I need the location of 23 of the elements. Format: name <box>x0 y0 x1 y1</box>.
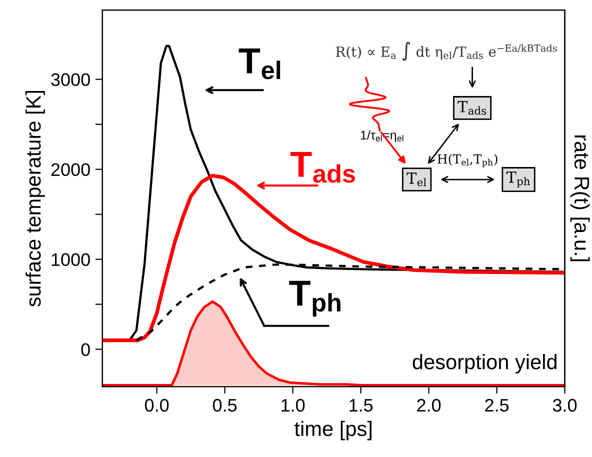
x-tick-label: 0.5 <box>212 398 237 412</box>
x-tick-label: 2.0 <box>417 398 441 412</box>
x-tick-label: 2.5 <box>485 398 509 412</box>
x-tick-label: 0.0 <box>144 398 169 412</box>
annotation: T$_{ads}$ <box>458 101 486 115</box>
annotation: T$_{ads}$ <box>290 152 355 183</box>
x-tick-label: 1.5 <box>350 399 373 412</box>
y-tick-label: 0 <box>81 343 90 356</box>
y-tick-label: 1000 <box>52 253 90 266</box>
annotation: T$_{el}$ <box>406 172 426 186</box>
annotation: T$_{ph}$ <box>289 280 340 317</box>
x-axis-title: time [ps] <box>294 420 372 440</box>
annotation: T$_{ph}$ <box>506 172 530 188</box>
y-axis-title: surface temperature [K] <box>25 90 45 307</box>
annotation: T$_{el}$ <box>238 48 280 80</box>
annotation: H(T$_{el}$,T$_{ph}$) <box>438 154 498 168</box>
y-tick-label: 2000 <box>51 163 90 176</box>
x-tick-label: 1.0 <box>282 398 305 412</box>
annotation: R(t) ∝ E$_{a}$ ∫ dt η$_{el}$/T$_{ads}$ e$^{−Ea/kBTads}$ <box>336 42 557 61</box>
y2-axis-title: rate R(t) [a.u.] <box>570 135 590 262</box>
x-tick-label: 3.0 <box>552 398 577 412</box>
y-tick-label: 3000 <box>51 73 90 86</box>
annotation: desorption yield <box>412 354 556 374</box>
